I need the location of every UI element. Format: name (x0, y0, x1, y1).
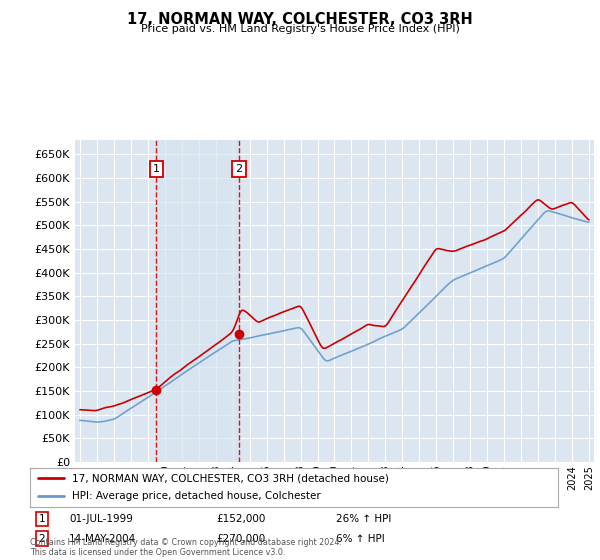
Text: £270,000: £270,000 (216, 534, 265, 544)
Text: 01-JUL-1999: 01-JUL-1999 (69, 514, 133, 524)
Text: 17, NORMAN WAY, COLCHESTER, CO3 3RH: 17, NORMAN WAY, COLCHESTER, CO3 3RH (127, 12, 473, 27)
Text: HPI: Average price, detached house, Colchester: HPI: Average price, detached house, Colc… (72, 491, 321, 501)
Text: 26% ↑ HPI: 26% ↑ HPI (336, 514, 391, 524)
Text: 17, NORMAN WAY, COLCHESTER, CO3 3RH (detached house): 17, NORMAN WAY, COLCHESTER, CO3 3RH (det… (72, 473, 389, 483)
Text: 1: 1 (153, 164, 160, 174)
Text: 14-MAY-2004: 14-MAY-2004 (69, 534, 136, 544)
Text: £152,000: £152,000 (216, 514, 265, 524)
Text: 1: 1 (38, 514, 46, 524)
Text: 2: 2 (235, 164, 242, 174)
Text: Contains HM Land Registry data © Crown copyright and database right 2024.
This d: Contains HM Land Registry data © Crown c… (30, 538, 342, 557)
Text: Price paid vs. HM Land Registry's House Price Index (HPI): Price paid vs. HM Land Registry's House … (140, 24, 460, 34)
Bar (157, 140, 239, 462)
Text: 6% ↑ HPI: 6% ↑ HPI (336, 534, 385, 544)
Text: 2: 2 (38, 534, 46, 544)
